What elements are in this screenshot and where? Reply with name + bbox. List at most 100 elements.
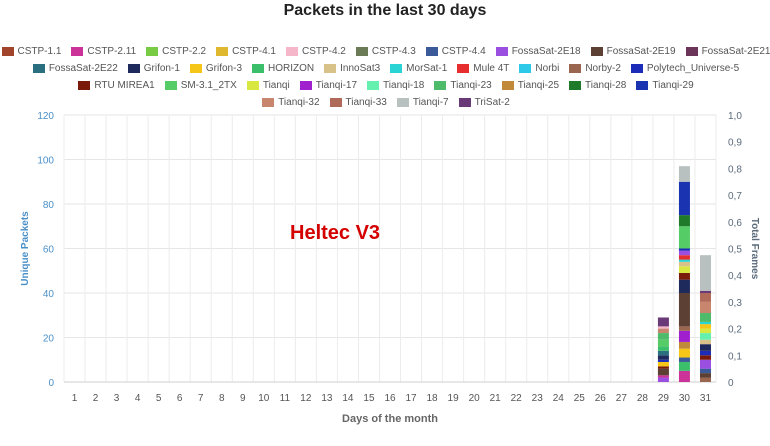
bar-segment: [678, 293, 690, 327]
x-tick-label: 27: [616, 393, 628, 404]
legend-label: Tianqi-7: [412, 97, 449, 108]
legend-item[interactable]: Tianqi: [246, 80, 290, 91]
bar-segment: [678, 348, 690, 358]
legend-item[interactable]: CSTP-2.2: [146, 46, 206, 57]
legend-item[interactable]: FossaSat-2E18: [495, 46, 581, 57]
legend-item[interactable]: HORIZON: [252, 63, 314, 74]
legend-item[interactable]: Tianqi-25: [501, 80, 559, 91]
legend-swatch: [285, 47, 298, 56]
legend-label: Polytech_Universe-5: [646, 63, 740, 74]
legend-item[interactable]: FossaSat-2E19: [590, 46, 676, 57]
legend-swatch: [396, 98, 409, 107]
x-tick-label: 2: [93, 393, 99, 404]
legend-label: Tianqi-17: [315, 80, 358, 91]
y-tick-label: 0: [48, 378, 54, 389]
x-tick-label: 12: [300, 393, 312, 404]
x-tick-label: 25: [574, 393, 586, 404]
legend-item[interactable]: Tianqi-32: [262, 97, 320, 108]
legend-item[interactable]: CSTP-4.4: [425, 46, 486, 57]
legend-label: HORIZON: [268, 63, 315, 74]
legend-item[interactable]: Norby-2: [569, 63, 621, 74]
legend-row: FossaSat-2E22 Grifon-1 Grifon-3 HORIZON Inno…: [14, 60, 758, 77]
x-tick-label: 21: [490, 393, 502, 404]
legend-label: Norby-2: [585, 63, 621, 74]
legend-item[interactable]: Tianqi-23: [434, 80, 492, 91]
legend-item[interactable]: FossaSat-2E22: [32, 63, 118, 74]
bar-segment: [678, 361, 690, 371]
legend-item[interactable]: Polytech_Universe-5: [630, 63, 740, 74]
legend-item[interactable]: CSTP-1.1: [1, 46, 61, 57]
bar-segment: [699, 324, 711, 329]
bar-segment: [657, 355, 669, 360]
legend-label: Mule 4T: [473, 63, 510, 74]
legend-label: Tianqi-32: [278, 97, 320, 108]
bar-segment: [657, 333, 669, 340]
y-tick-label: 80: [43, 200, 55, 211]
legend-item[interactable]: Tianqi-18: [367, 80, 424, 91]
legend-item[interactable]: FossaSat-2E21: [685, 46, 770, 57]
bar-segment: [678, 166, 690, 182]
legend-label: CSTP-2.11: [87, 46, 137, 57]
legend-item[interactable]: CSTP-4.2: [285, 46, 346, 57]
bar-segment: [657, 326, 669, 329]
legend-item[interactable]: CSTP-4.1: [216, 46, 276, 57]
legend-item[interactable]: Norbi: [519, 63, 559, 74]
x-tick-label: 3: [114, 393, 120, 404]
legend-swatch: [189, 64, 202, 73]
legend-item[interactable]: Mule 4T: [457, 63, 509, 74]
bar-segment: [678, 341, 690, 349]
legend-item[interactable]: MorSat-1: [390, 63, 447, 74]
legend-item[interactable]: Grifon-1: [127, 63, 180, 74]
x-tick-label: 29: [658, 393, 670, 404]
bar-segment: [678, 279, 690, 293]
bar-segment: [657, 359, 669, 362]
bar-segment: [699, 368, 711, 374]
bar-segment: [678, 272, 690, 280]
legend-label: Norbi: [535, 63, 560, 74]
legend-swatch: [519, 64, 532, 73]
y2-tick-label: 0,6: [728, 218, 742, 229]
x-tick-label: 18: [427, 393, 439, 404]
legend-item[interactable]: Tianqi-17: [299, 80, 358, 91]
legend-swatch: [367, 81, 380, 90]
bar-segment: [678, 261, 690, 267]
x-tick-label: 26: [595, 393, 607, 404]
legend-item[interactable]: Tianqi-28: [569, 80, 626, 91]
bar-segment: [678, 330, 690, 342]
bar-segment: [699, 333, 711, 340]
bar-segment: [657, 346, 669, 351]
bar-segment: [699, 359, 711, 369]
legend-label: Tianqi-18: [383, 80, 425, 91]
bar-segment: [699, 377, 711, 382]
legend-item[interactable]: CSTP-2.11: [71, 46, 136, 57]
x-tick-label: 8: [219, 393, 225, 404]
legend-swatch: [636, 81, 649, 90]
chart-title: Packets in the last 30 days: [283, 2, 487, 19]
legend-item[interactable]: Tianqi-7: [396, 97, 449, 108]
bar-segment: [678, 255, 690, 260]
y2-tick-label: 0,9: [728, 138, 742, 149]
legend-label: CSTP-4.4: [441, 46, 486, 57]
legend-label: Grifon-3: [205, 63, 243, 74]
y2-tick-label: 0,5: [728, 245, 742, 256]
legend-item[interactable]: TriSat-2: [458, 97, 510, 108]
bar-segment: [699, 313, 711, 322]
legend-item[interactable]: Grifon-3: [189, 63, 243, 74]
legend-item[interactable]: Tianqi-33: [329, 97, 387, 108]
legend-item[interactable]: CSTP-4.3: [355, 46, 416, 57]
legend-swatch: [329, 98, 342, 107]
chart-legend: CSTP-1.1 CSTP-2.11 CSTP-2.2 CSTP-4.1 CSTP-4.…: [1, 43, 770, 111]
legend-swatch: [569, 81, 582, 90]
legend-item[interactable]: Tianqi-29: [636, 80, 694, 91]
legend-label: FossaSat-2E21: [701, 46, 770, 57]
bar-segment: [657, 350, 669, 356]
legend-label: Tianqi: [262, 80, 290, 91]
legend-label: FossaSat-2E18: [511, 46, 581, 57]
legend-item[interactable]: SM-3.1_2TX: [164, 80, 237, 91]
legend-item[interactable]: InnoSat3: [324, 63, 380, 74]
bar-segment: [699, 350, 711, 356]
legend-item[interactable]: RTU MIREA1: [78, 80, 155, 91]
bar-segment: [657, 339, 669, 347]
x-tick-label: 16: [384, 393, 396, 404]
bar-segment: [657, 368, 669, 376]
